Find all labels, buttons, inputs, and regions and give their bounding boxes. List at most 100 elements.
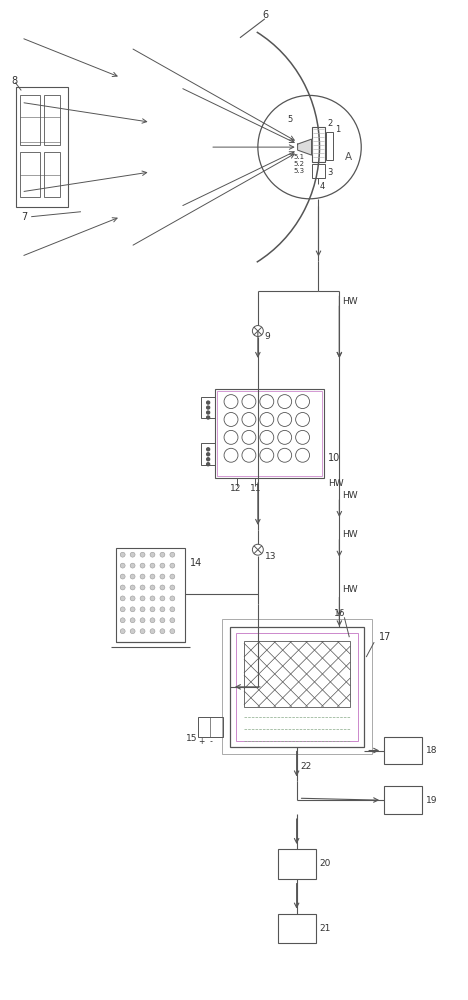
Circle shape <box>160 552 165 557</box>
Text: 3: 3 <box>328 168 333 177</box>
Circle shape <box>130 585 135 590</box>
Circle shape <box>207 453 210 456</box>
Circle shape <box>130 607 135 612</box>
Text: 19: 19 <box>426 796 438 805</box>
Text: 22: 22 <box>300 762 312 771</box>
Circle shape <box>150 563 155 568</box>
Text: 5.2: 5.2 <box>293 161 305 167</box>
Polygon shape <box>298 139 312 155</box>
Text: 20: 20 <box>320 859 331 868</box>
Circle shape <box>160 607 165 612</box>
Text: 5: 5 <box>288 115 293 124</box>
Bar <box>215 389 324 478</box>
Circle shape <box>140 563 145 568</box>
Bar <box>217 391 322 476</box>
Circle shape <box>140 574 145 579</box>
Circle shape <box>130 596 135 601</box>
Circle shape <box>170 629 175 634</box>
Text: 6: 6 <box>263 10 269 20</box>
Bar <box>201 443 215 465</box>
Circle shape <box>150 629 155 634</box>
Circle shape <box>140 552 145 557</box>
Circle shape <box>130 629 135 634</box>
Bar <box>16 87 68 207</box>
Text: 12: 12 <box>230 484 241 493</box>
Circle shape <box>160 618 165 623</box>
Circle shape <box>140 585 145 590</box>
Bar <box>327 132 333 160</box>
Text: HW: HW <box>329 479 344 488</box>
Text: HW: HW <box>343 491 358 500</box>
Bar <box>230 627 364 747</box>
Circle shape <box>160 585 165 590</box>
Circle shape <box>130 618 135 623</box>
Circle shape <box>170 574 175 579</box>
Text: 17: 17 <box>379 632 392 642</box>
Text: 2: 2 <box>328 119 333 128</box>
Text: 18: 18 <box>426 746 438 755</box>
Circle shape <box>120 629 125 634</box>
Text: 5.3: 5.3 <box>293 168 305 174</box>
Circle shape <box>207 463 210 466</box>
Circle shape <box>140 596 145 601</box>
Bar <box>116 548 185 642</box>
Circle shape <box>150 585 155 590</box>
Text: HW: HW <box>343 530 358 539</box>
Text: 7: 7 <box>21 212 28 222</box>
Circle shape <box>150 596 155 601</box>
Circle shape <box>140 618 145 623</box>
Text: A: A <box>345 152 352 162</box>
Circle shape <box>170 596 175 601</box>
Circle shape <box>207 448 210 451</box>
Circle shape <box>170 618 175 623</box>
Circle shape <box>130 574 135 579</box>
Text: +  -: + - <box>199 737 213 746</box>
Bar <box>201 397 215 418</box>
Circle shape <box>120 607 125 612</box>
Circle shape <box>170 585 175 590</box>
Bar <box>44 95 60 145</box>
Circle shape <box>150 618 155 623</box>
Circle shape <box>120 552 125 557</box>
Circle shape <box>207 416 210 419</box>
Circle shape <box>207 401 210 404</box>
Bar <box>278 914 315 943</box>
Text: 1: 1 <box>336 125 341 134</box>
Bar <box>312 127 325 162</box>
Circle shape <box>160 563 165 568</box>
Bar <box>244 641 351 707</box>
Text: 15: 15 <box>186 734 198 743</box>
Circle shape <box>120 574 125 579</box>
Circle shape <box>207 411 210 414</box>
Text: HW: HW <box>343 585 358 594</box>
Bar <box>222 619 372 754</box>
Circle shape <box>120 596 125 601</box>
Circle shape <box>207 458 210 461</box>
Circle shape <box>120 563 125 568</box>
Text: 13: 13 <box>265 552 276 561</box>
Bar <box>198 717 223 737</box>
Circle shape <box>160 596 165 601</box>
Text: 10: 10 <box>329 453 341 463</box>
Circle shape <box>150 607 155 612</box>
Circle shape <box>150 574 155 579</box>
Circle shape <box>150 552 155 557</box>
Circle shape <box>130 563 135 568</box>
Circle shape <box>140 607 145 612</box>
Text: 4: 4 <box>320 182 325 191</box>
Text: 16: 16 <box>335 609 346 618</box>
Text: HW: HW <box>343 297 358 306</box>
Bar <box>278 849 315 879</box>
Circle shape <box>207 406 210 409</box>
Text: 8: 8 <box>11 76 17 86</box>
Circle shape <box>120 585 125 590</box>
Circle shape <box>170 563 175 568</box>
Bar <box>236 633 358 741</box>
Circle shape <box>140 629 145 634</box>
Circle shape <box>170 552 175 557</box>
Circle shape <box>130 552 135 557</box>
Circle shape <box>160 629 165 634</box>
Text: 5.1: 5.1 <box>293 154 305 160</box>
Bar <box>384 737 422 764</box>
Bar <box>384 786 422 814</box>
